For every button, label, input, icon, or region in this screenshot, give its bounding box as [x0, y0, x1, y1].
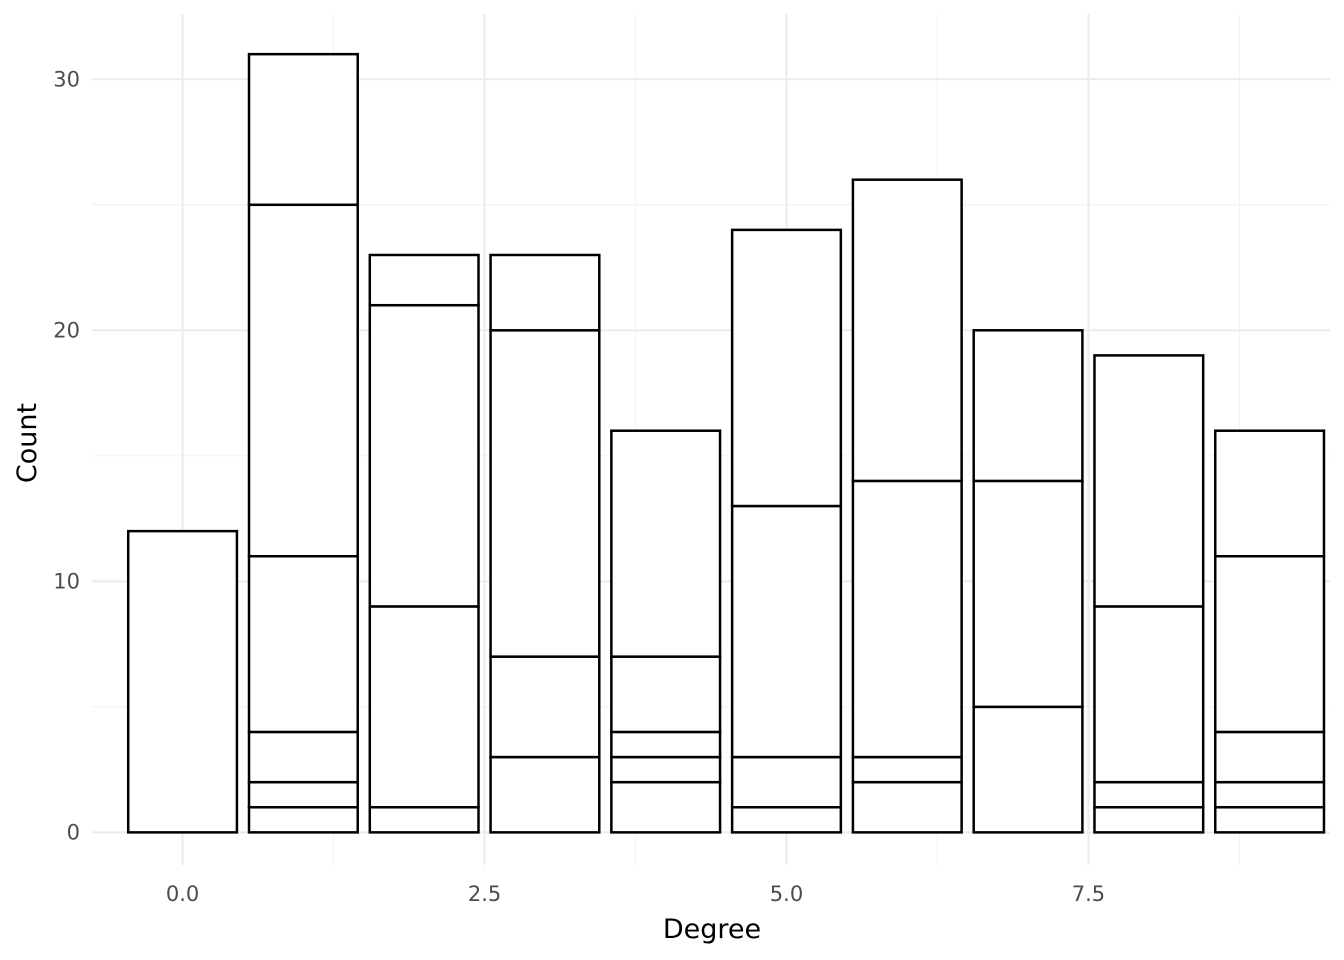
bar-stack: [1093, 354, 1205, 834]
bar-segment: [851, 178, 963, 483]
y-tick-label: 0: [67, 820, 80, 844]
y-tick-label: 30: [53, 67, 80, 91]
x-tick-label: 2.5: [468, 882, 501, 906]
bar-stack: [1214, 429, 1326, 834]
bar-segment: [1214, 730, 1326, 784]
x-tick-label: 7.5: [1072, 882, 1105, 906]
bar-segment: [489, 655, 601, 759]
bar-segment: [247, 730, 359, 784]
bar-stack: [972, 329, 1084, 834]
bar-segment: [610, 655, 722, 734]
bars-group: [126, 52, 1326, 834]
bar-stack: [247, 52, 359, 834]
bar-segment: [368, 303, 480, 608]
x-tick-label: 0.0: [166, 882, 199, 906]
bar-segment: [247, 203, 359, 558]
bar-segment: [247, 52, 359, 207]
bar-segment: [1214, 429, 1326, 558]
bar-segment: [851, 780, 963, 834]
bar-segment: [1214, 554, 1326, 734]
x-axis-title: Degree: [663, 914, 761, 945]
bar-stack: [126, 529, 239, 834]
bar-segment: [489, 755, 601, 834]
bar-segment: [972, 479, 1084, 709]
bar-segment: [126, 529, 239, 834]
bar-stack: [489, 253, 601, 834]
bar-segment: [730, 806, 843, 834]
bar-segment: [730, 504, 843, 759]
bar-segment: [730, 228, 843, 508]
bar-segment: [851, 479, 963, 759]
bar-segment: [851, 755, 963, 784]
y-tick-label: 20: [53, 318, 80, 342]
bar-segment: [247, 780, 359, 809]
bar-segment: [489, 253, 601, 332]
bar-segment: [1093, 605, 1205, 784]
bar-segment: [610, 730, 722, 759]
bar-stack: [610, 429, 722, 834]
bar-segment: [368, 253, 480, 307]
y-tick-label: 10: [53, 569, 80, 593]
bar-segment: [368, 605, 480, 809]
bar-stack: [730, 228, 843, 834]
bar-segment: [489, 329, 601, 658]
bar-segment: [1214, 806, 1326, 834]
bar-segment: [1093, 354, 1205, 608]
bar-segment: [247, 554, 359, 734]
x-axis-ticks: 0.0 2.5 5.0 7.5: [166, 882, 1105, 906]
x-tick-label: 5.0: [770, 882, 803, 906]
bar-segment: [730, 755, 843, 809]
bar-segment: [247, 806, 359, 834]
bar-stack: [851, 178, 963, 834]
bar-segment: [972, 329, 1084, 483]
bar-stack: [368, 253, 480, 834]
y-axis-title: Count: [12, 403, 43, 483]
bar-segment: [610, 429, 722, 658]
bar-segment: [368, 806, 480, 834]
y-axis-ticks: 0 10 20 30: [53, 67, 80, 844]
bar-segment: [1214, 780, 1326, 809]
bar-segment: [1093, 806, 1205, 834]
bar-segment: [1093, 780, 1205, 809]
bar-segment: [610, 755, 722, 784]
bar-segment: [610, 780, 722, 834]
bar-segment: [972, 705, 1084, 834]
